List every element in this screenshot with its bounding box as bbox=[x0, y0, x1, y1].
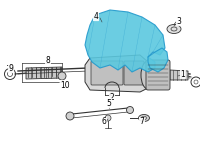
Polygon shape bbox=[170, 70, 188, 80]
Text: 8: 8 bbox=[46, 56, 50, 65]
Text: 4: 4 bbox=[94, 11, 98, 20]
Text: 5: 5 bbox=[107, 98, 111, 107]
Circle shape bbox=[66, 112, 74, 120]
Circle shape bbox=[105, 115, 111, 121]
Text: 2: 2 bbox=[110, 92, 114, 101]
Circle shape bbox=[127, 106, 134, 113]
Text: 1: 1 bbox=[181, 70, 185, 78]
Polygon shape bbox=[148, 48, 168, 72]
Text: 3: 3 bbox=[177, 16, 181, 25]
Ellipse shape bbox=[141, 61, 155, 89]
Polygon shape bbox=[85, 55, 148, 92]
Polygon shape bbox=[85, 10, 165, 72]
Text: 7: 7 bbox=[140, 117, 144, 127]
Ellipse shape bbox=[138, 115, 150, 122]
Circle shape bbox=[58, 72, 66, 80]
Polygon shape bbox=[26, 67, 62, 79]
Ellipse shape bbox=[167, 25, 181, 34]
Text: 10: 10 bbox=[60, 81, 70, 90]
Text: 9: 9 bbox=[9, 64, 13, 72]
Text: 6: 6 bbox=[102, 117, 106, 127]
FancyBboxPatch shape bbox=[124, 61, 144, 85]
FancyBboxPatch shape bbox=[146, 60, 170, 90]
FancyBboxPatch shape bbox=[91, 61, 123, 85]
